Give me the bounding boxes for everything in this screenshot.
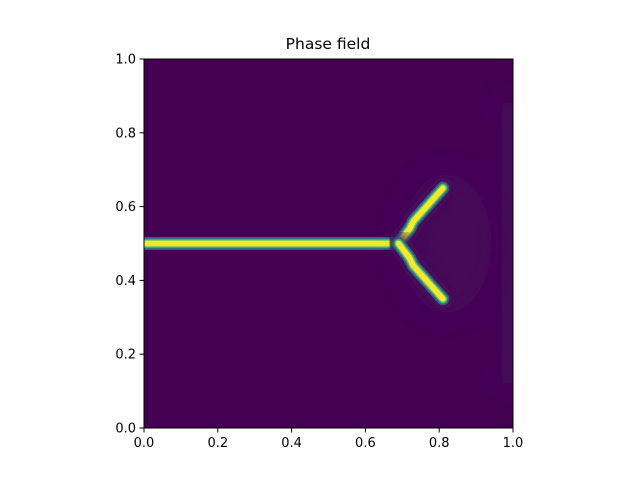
- y-tick-label-4: 0.8: [115, 126, 136, 141]
- y-tick-label-2: 0.4: [115, 274, 136, 289]
- phase-field-crack-ridges: [144, 177, 454, 310]
- y-tick-label-5: 1.0: [115, 53, 136, 68]
- plot-area: [144, 59, 513, 428]
- x-tick-label-2: 0.4: [281, 436, 302, 451]
- y-tick-label-0: 0.0: [115, 422, 136, 437]
- x-tick-label-4: 0.8: [429, 436, 450, 451]
- x-tick-label-0: 0.0: [134, 436, 155, 451]
- x-tick-label-5: 1.0: [503, 436, 524, 451]
- far-field-halo: [501, 103, 513, 384]
- x-axis: 0.0 0.2 0.4 0.6 0.8 1.0: [134, 428, 524, 451]
- plot-frame: [143, 58, 514, 429]
- y-tick-label-1: 0.2: [115, 348, 136, 363]
- x-tick-label-3: 0.6: [355, 436, 376, 451]
- crack-lower-branch-layer-4: [395, 240, 446, 302]
- y-axis: 0.0 0.2 0.4 0.6 0.8 1.0: [115, 53, 144, 437]
- chart-title: Phase field: [286, 35, 371, 53]
- y-tick-label-3: 0.6: [115, 200, 136, 215]
- x-tick-label-1: 0.2: [207, 436, 228, 451]
